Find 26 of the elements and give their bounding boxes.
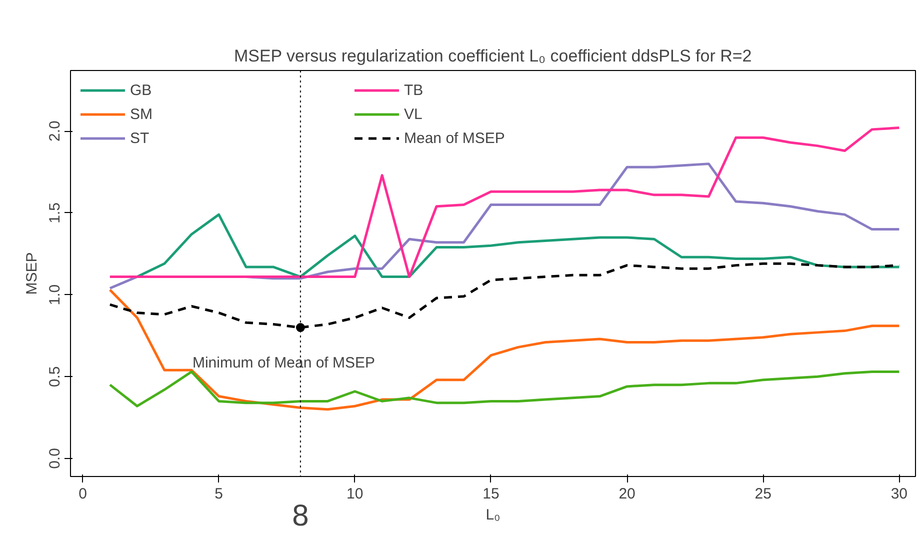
y-tick-label: 0.0 [46, 448, 64, 469]
line-series [108, 288, 900, 411]
y-tick-label: 1.5 [46, 202, 64, 224]
x-tick-label: 5 [214, 486, 223, 502]
line-series [108, 370, 900, 408]
legend-label: Mean of MSEP [404, 130, 506, 146]
x-tick-label: 30 [890, 486, 908, 502]
legend-label: ST [130, 130, 150, 146]
annotation: Minimum of Mean of MSEP [192, 354, 376, 372]
x-axis-title: L₀ [486, 506, 500, 524]
ref-line-label: 8 [292, 500, 309, 532]
y-tick-label: 0.5 [46, 366, 64, 388]
chart-title: MSEP versus regularization coefficient L₀ coefficient ddsPLS for R=2 [234, 46, 752, 66]
x-tick-label: 20 [618, 486, 636, 502]
x-tick-label: 0 [78, 486, 87, 502]
x-tick-label: 25 [754, 486, 772, 502]
line-series [108, 126, 900, 278]
y-tick-label: 2.0 [46, 120, 64, 142]
y-tick-label: 1.0 [46, 284, 64, 306]
legend-label: SM [130, 106, 154, 122]
legend-label: GB [130, 82, 153, 98]
legend-label: VL [404, 106, 424, 122]
legend-label: TB [404, 82, 424, 98]
y-axis-title: MSEP [24, 252, 40, 295]
x-tick-label: 15 [482, 486, 500, 502]
x-tick-label: 10 [346, 486, 364, 502]
